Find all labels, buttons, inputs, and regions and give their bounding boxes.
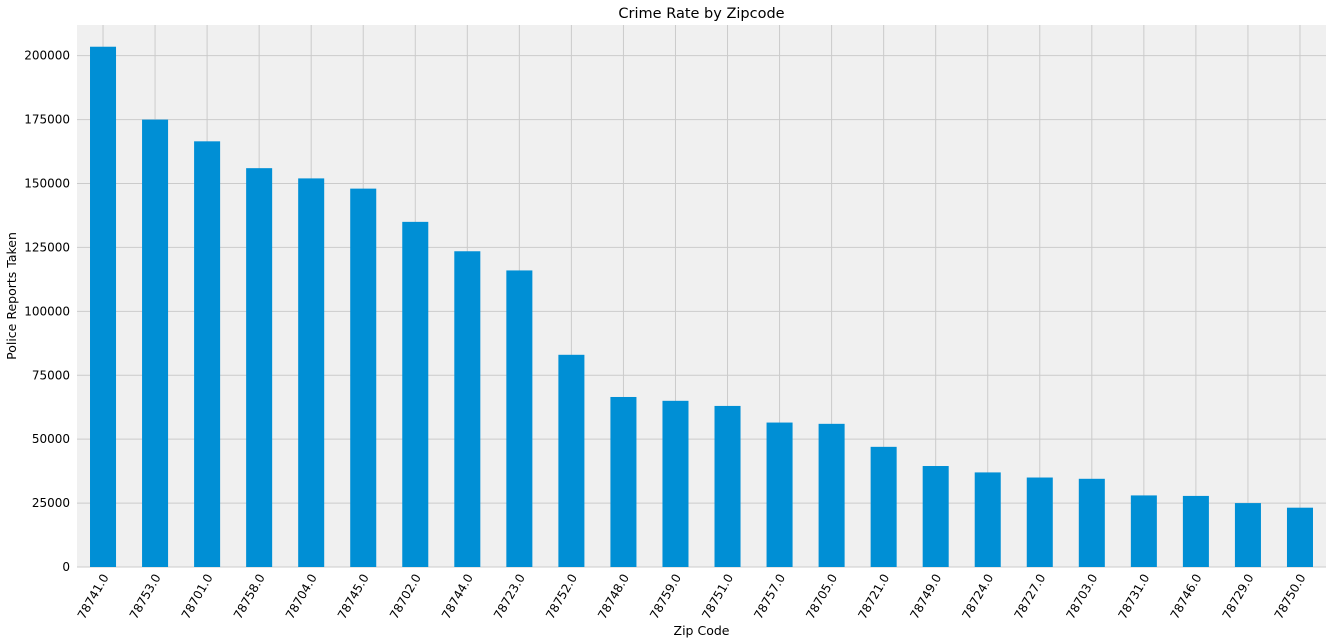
x-tick-label: 78748.0 (595, 572, 632, 622)
bar-78701.0 (194, 141, 221, 567)
x-tick-label: 78704.0 (283, 572, 320, 622)
x-axis-label: Zip Code (674, 623, 730, 638)
x-tick-label: 78757.0 (751, 572, 788, 622)
bar-78745.0 (350, 188, 377, 568)
x-tick-label: 78759.0 (647, 572, 684, 622)
y-tick-label: 75000 (32, 368, 70, 382)
x-tick-label: 78729.0 (1220, 572, 1257, 622)
bar-78757.0 (766, 422, 793, 567)
x-tick-label: 78758.0 (231, 572, 268, 622)
y-tick-labels: 0 25000 50000 75000 100000 125000 150000 175000… (24, 49, 70, 574)
x-tick-label: 78753.0 (127, 572, 164, 622)
x-tick-labels: 78741.0 78753.0 78701.0 78758.0 78704.0 78745… (75, 572, 1309, 622)
x-tick-label: 78721.0 (855, 572, 892, 622)
y-tick-label: 175000 (24, 113, 70, 127)
x-tick-label: 78705.0 (803, 572, 840, 622)
x-tick-label: 78702.0 (387, 572, 424, 622)
bar-78721.0 (870, 446, 897, 567)
x-tick-label: 78752.0 (543, 572, 580, 622)
bar-78758.0 (246, 168, 273, 568)
x-tick-label: 78701.0 (179, 572, 216, 622)
bar-78751.0 (714, 405, 741, 567)
x-tick-label: 78749.0 (907, 572, 944, 622)
x-tick-label: 78744.0 (439, 572, 476, 622)
bar-78752.0 (558, 354, 585, 567)
chart-title: Crime Rate by Zipcode (618, 6, 784, 22)
x-tick-label: 78745.0 (335, 572, 372, 622)
bar-78744.0 (454, 251, 481, 567)
bar-78703.0 (1078, 478, 1105, 567)
bar-78727.0 (1026, 477, 1053, 567)
y-tick-label: 25000 (32, 496, 70, 510)
bar-78731.0 (1130, 495, 1157, 567)
bar-78704.0 (298, 178, 325, 567)
plot-background (77, 25, 1326, 567)
y-tick-label: 50000 (32, 432, 70, 446)
bar-78759.0 (662, 400, 689, 567)
bar-78750.0 (1286, 507, 1313, 567)
x-tick-label: 78746.0 (1168, 572, 1205, 622)
bar-78702.0 (402, 221, 429, 567)
x-tick-label: 78741.0 (75, 572, 112, 622)
y-tick-label: 0 (62, 560, 70, 574)
bar-78723.0 (506, 270, 533, 567)
y-axis-label: Police Reports Taken (4, 232, 19, 360)
x-tick-label: 78723.0 (491, 572, 528, 622)
x-tick-label: 78727.0 (1011, 572, 1048, 622)
bar-78724.0 (974, 472, 1001, 567)
bar-78748.0 (610, 396, 637, 567)
bar-78741.0 (90, 46, 117, 567)
x-tick-label: 78703.0 (1063, 572, 1100, 622)
bar-78749.0 (922, 466, 949, 567)
bar-78746.0 (1182, 495, 1209, 567)
y-tick-label: 200000 (24, 49, 70, 63)
x-tick-label: 78751.0 (699, 572, 736, 622)
bar-78729.0 (1234, 503, 1261, 567)
bar-78753.0 (142, 119, 169, 568)
y-tick-label: 150000 (24, 177, 70, 191)
x-tick-label: 78731.0 (1116, 572, 1153, 622)
x-tick-label: 78724.0 (959, 572, 996, 622)
y-tick-label: 125000 (24, 240, 70, 254)
x-tick-label: 78750.0 (1272, 572, 1309, 622)
y-tick-label: 100000 (24, 304, 70, 318)
bars (90, 46, 1313, 568)
bar-78705.0 (818, 423, 845, 567)
